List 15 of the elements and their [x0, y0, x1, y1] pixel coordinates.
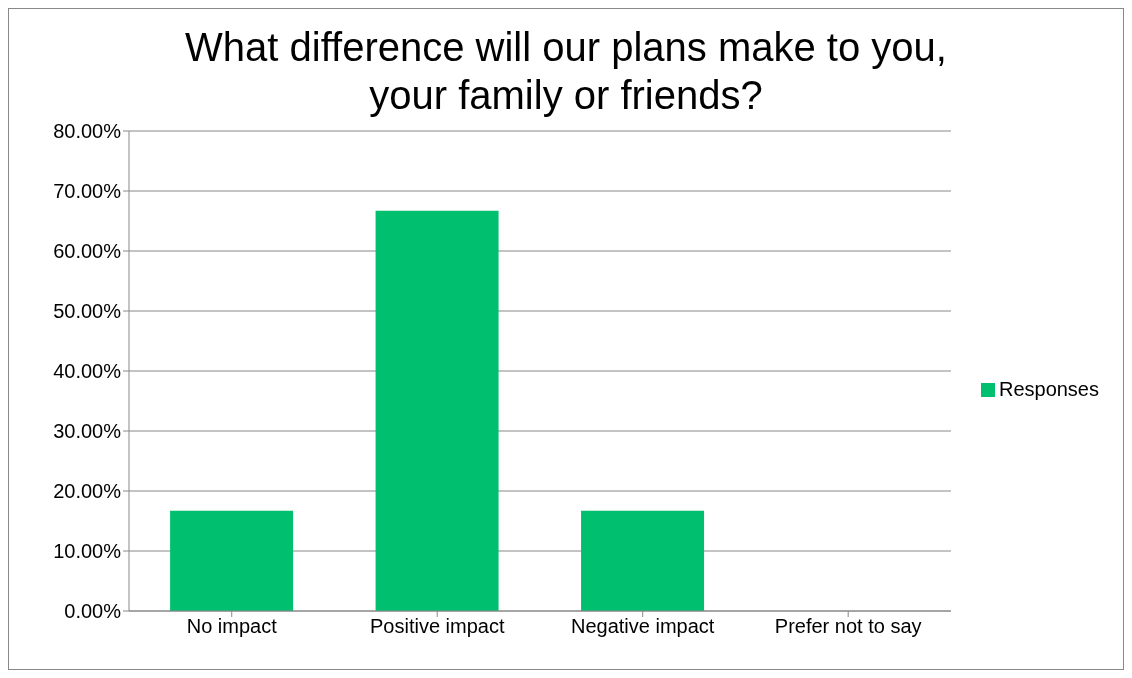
y-tick-label: 10.00% — [53, 540, 122, 563]
x-tick-label: Negative impact — [571, 615, 715, 638]
y-tick-label: 60.00% — [53, 240, 122, 263]
y-tick-label: 20.00% — [53, 480, 122, 503]
x-tick-label: Positive impact — [369, 615, 505, 638]
x-tick-label: Prefer not to say — [774, 615, 922, 638]
y-tick-label: 80.00% — [53, 120, 122, 143]
y-tick-label: 70.00% — [53, 180, 122, 203]
legend-label: Responses — [998, 377, 1099, 400]
x-tick-label: No impact — [186, 615, 278, 638]
y-tick-label: 50.00% — [53, 300, 122, 323]
chart-title: What difference will our plans make to you, your family or friends? — [184, 24, 948, 119]
y-tick-label: 0.00% — [64, 600, 122, 623]
y-tick-label: 40.00% — [53, 360, 122, 383]
y-tick-label: 30.00% — [53, 420, 122, 443]
